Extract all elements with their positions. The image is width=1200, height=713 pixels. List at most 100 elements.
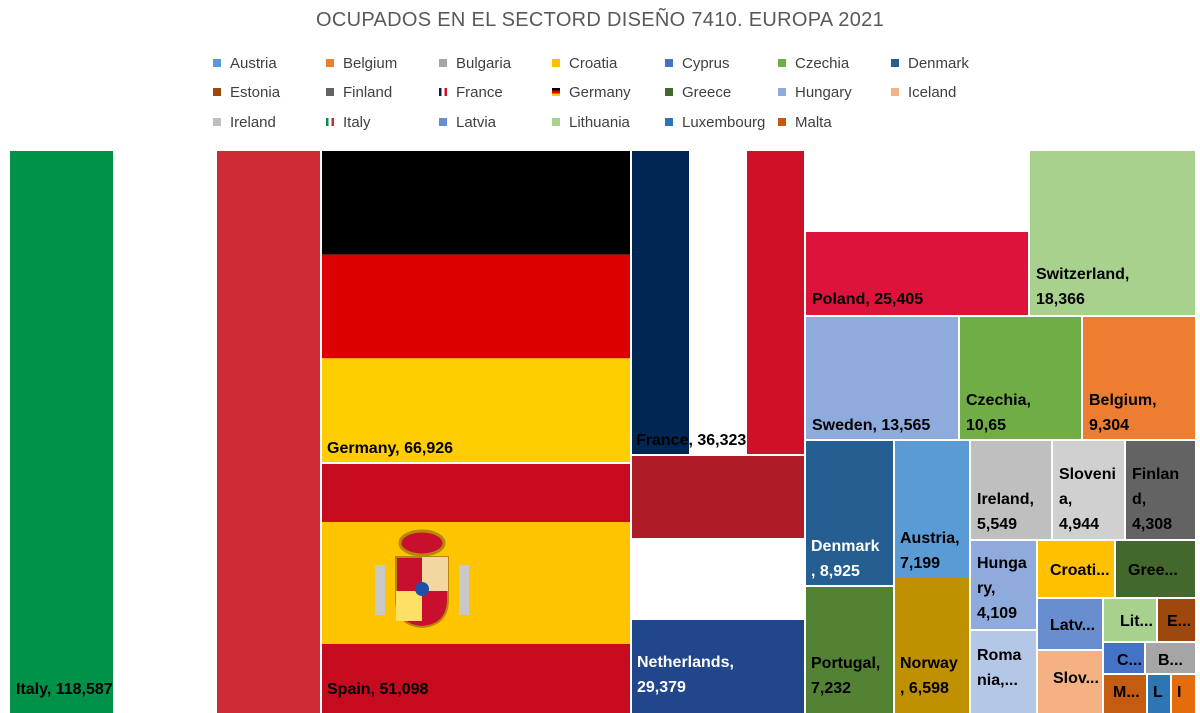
tile-label: Lit... — [1120, 613, 1153, 630]
legend-label: Germany — [569, 84, 631, 101]
tile-label-line: M... — [1113, 684, 1140, 701]
tile-fill — [1104, 643, 1144, 673]
tile-label: Italy, 118,587 — [16, 681, 113, 698]
tile-label-line: 4,944 — [1059, 516, 1099, 533]
treemap-tile-austria: Austria, 7,199 — [895, 441, 969, 585]
legend-swatch — [326, 88, 334, 97]
tile-label-line: Switzerland, — [1036, 266, 1129, 283]
treemap-tile-spain: Spain, 51,098 — [322, 464, 630, 713]
tile-label: Gree... — [1128, 562, 1178, 579]
legend-swatch — [552, 88, 560, 97]
legend-item-greece: Greece — [665, 84, 731, 101]
tile-label: L — [1153, 684, 1163, 701]
tile-label-line: Austria, — [900, 530, 960, 547]
treemap-tile-romania: Roma nia,... — [971, 631, 1036, 713]
tile-label-line: Norway — [900, 655, 958, 672]
tile-label: Belgium, 9,304 — [1089, 392, 1157, 434]
legend-swatch — [213, 88, 221, 97]
tile-label: Croati... — [1050, 562, 1110, 579]
tile-label-line: d, — [1132, 491, 1146, 508]
tile-label: Portugal, 7,232 — [811, 655, 880, 697]
tile-label-line: Italy, 118,587 — [16, 681, 113, 698]
legend-label: Austria — [230, 55, 277, 72]
legend-label: Lithuania — [569, 114, 630, 131]
legend-label: Hungary — [795, 84, 852, 101]
tile-label: Slov... — [1053, 670, 1099, 687]
tile-fill — [1104, 675, 1146, 713]
legend-swatch — [665, 118, 673, 127]
flag-stripe-gold — [322, 358, 630, 462]
tile-fill — [1030, 151, 1195, 315]
coat-center — [415, 582, 429, 596]
legend-label: Cyprus — [682, 55, 730, 72]
coat-pillar-right — [459, 565, 469, 615]
tile-label-line: France, 36,323 — [636, 432, 746, 449]
tile-fill — [1038, 541, 1114, 597]
tile-label: Austria, 7,199 — [900, 530, 960, 572]
legend-label: Luxembourg — [682, 114, 766, 131]
tile-label-line: , 8,925 — [811, 563, 860, 580]
tile-fill — [1146, 643, 1195, 673]
legend-item-italy: Italy — [326, 114, 371, 131]
tile-label-line: 4,308 — [1132, 516, 1172, 533]
legend-label: Bulgaria — [456, 55, 512, 72]
tile-label-line: 7,232 — [811, 680, 851, 697]
treemap-tile-belgium: Belgium, 9,304 — [1083, 317, 1195, 439]
tile-label-line: 5,549 — [977, 516, 1017, 533]
tile-label-line: Portugal, — [811, 655, 880, 672]
legend-swatch — [778, 88, 786, 97]
tile-label: Czechia, 10,65 — [966, 392, 1031, 434]
flag-stripe-black — [322, 151, 630, 255]
tile-fill — [971, 441, 1051, 539]
flag-stripe-red — [632, 456, 804, 538]
treemap-tile-finland: Finlan d, 4,308 — [1126, 441, 1195, 539]
tile-label-line: Roma — [977, 647, 1022, 664]
tile-label-line: Croati... — [1050, 562, 1110, 579]
coat-quarter — [396, 591, 422, 621]
tile-fill — [1116, 541, 1195, 597]
flag-stripe-green — [10, 151, 113, 713]
legend-item-czechia: Czechia — [778, 55, 849, 72]
tile-fill — [1148, 675, 1170, 713]
legend-item-cyprus: Cyprus — [665, 55, 730, 72]
tile-fill — [1104, 599, 1156, 641]
legend-item-croatia: Croatia — [552, 55, 617, 72]
treemap-tile-poland: Poland, 25,405 — [806, 232, 1028, 315]
tile-label: Norway , 6,598 — [900, 655, 958, 697]
tile-label-line: Netherlands, — [637, 654, 734, 671]
treemap-tile-switzerland: Switzerland, 18,366 — [1030, 151, 1195, 315]
tile-fill — [1172, 675, 1195, 713]
tile-label-line: Belgium, — [1089, 392, 1157, 409]
flag-stripe-white — [113, 151, 217, 713]
legend-label: Greece — [682, 84, 732, 101]
chart-title: OCUPADOS EN EL SECTORD DISEÑO 7410. EURO… — [316, 9, 884, 31]
tile-label-line: Finlan — [1132, 466, 1179, 483]
tile-label: E... — [1167, 613, 1191, 630]
treemap-tile-germany: Germany, 66,926 — [322, 151, 630, 462]
tile-label: M... — [1113, 684, 1140, 701]
tile-fill — [971, 541, 1036, 629]
legend-label: Croatia — [569, 55, 618, 72]
flag-stripe-yellow — [322, 522, 630, 644]
treemap-tile-greece: Gree... — [1116, 541, 1195, 597]
tile-fill — [1083, 317, 1195, 439]
tile-fill — [806, 587, 893, 713]
flag-stripe-red — [747, 151, 804, 454]
tile-label: Hunga ry, 4,109 — [977, 555, 1027, 622]
legend-item-hungary: Hungary — [778, 84, 852, 101]
tile-label: Sweden, 13,565 — [812, 417, 930, 434]
tile-label-line: ry, — [977, 580, 995, 597]
legend-swatch — [213, 118, 221, 127]
legend-item-estonia: Estonia — [213, 84, 280, 101]
flag-stripe-blue — [632, 151, 689, 454]
tile-label: Switzerland, 18,366 — [1036, 266, 1129, 308]
tile-label-line: C... — [1117, 652, 1142, 669]
tile-label-line: Ireland, — [977, 491, 1034, 508]
legend-swatch — [778, 59, 786, 68]
legend-item-germany: Germany — [552, 84, 631, 101]
legend-swatch — [552, 118, 560, 127]
tile-fill — [1038, 651, 1102, 713]
tile-label: C... — [1117, 652, 1142, 669]
tile-label-line: Poland, 25,405 — [812, 291, 923, 308]
